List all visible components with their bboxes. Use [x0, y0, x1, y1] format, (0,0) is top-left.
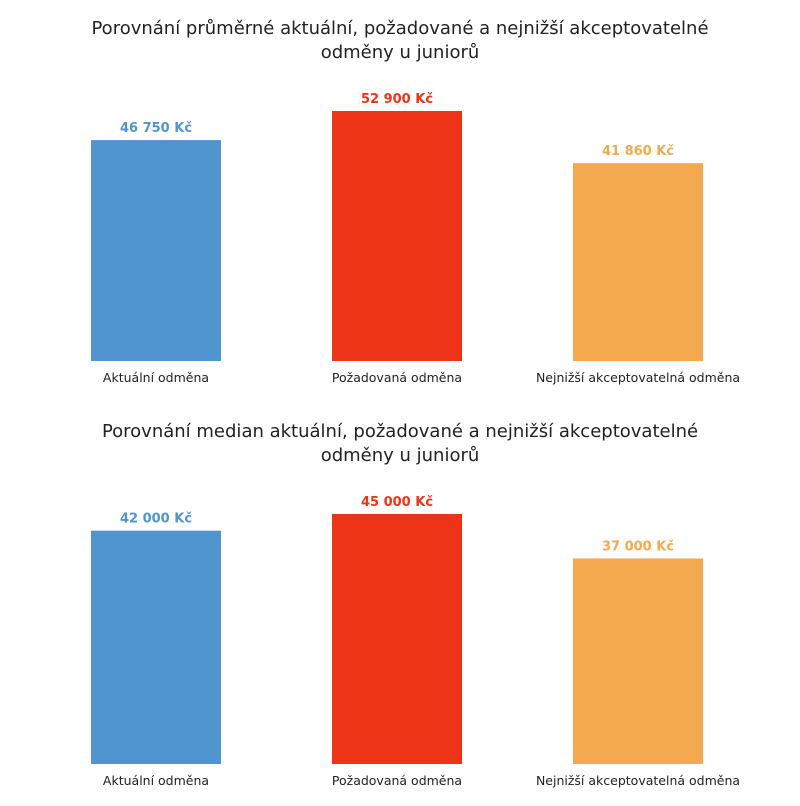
category-label: Aktuální odměna — [103, 370, 209, 385]
bar — [91, 530, 221, 764]
chart-title-line: Porovnání průměrné aktuální, požadované … — [91, 18, 709, 39]
bar — [332, 514, 462, 764]
chart-title-line: Porovnání median aktuální, požadované a … — [101, 421, 699, 442]
data-label: 46 750 Kč — [120, 121, 192, 136]
category-label: Požadovaná odměna — [332, 773, 462, 788]
category-label: Nejnižší akceptovatelná odměna — [536, 370, 740, 385]
data-label: 41 860 Kč — [602, 144, 674, 159]
bar — [332, 111, 462, 361]
bar — [573, 163, 703, 361]
data-label: 52 900 Kč — [361, 92, 433, 107]
chart-title: Porovnání median aktuální, požadované a … — [0, 420, 800, 468]
data-label: 42 000 Kč — [120, 512, 192, 527]
category-label: Aktuální odměna — [103, 773, 209, 788]
data-label: 45 000 Kč — [361, 495, 433, 510]
category-label: Nejnižší akceptovatelná odměna — [536, 773, 740, 788]
bar — [573, 558, 703, 764]
chart-title-line: odměny u juniorů — [320, 42, 480, 63]
category-label: Požadovaná odměna — [332, 370, 462, 385]
chart-title-line: odměny u juniorů — [320, 445, 480, 466]
chart-title: Porovnání průměrné aktuální, požadované … — [0, 17, 800, 65]
bar — [91, 140, 221, 361]
bar-chart-plot: 46 750 Kč Aktuální odměna 52 900 Kč Požadov… — [91, 92, 740, 385]
data-label: 37 000 Kč — [602, 539, 674, 554]
